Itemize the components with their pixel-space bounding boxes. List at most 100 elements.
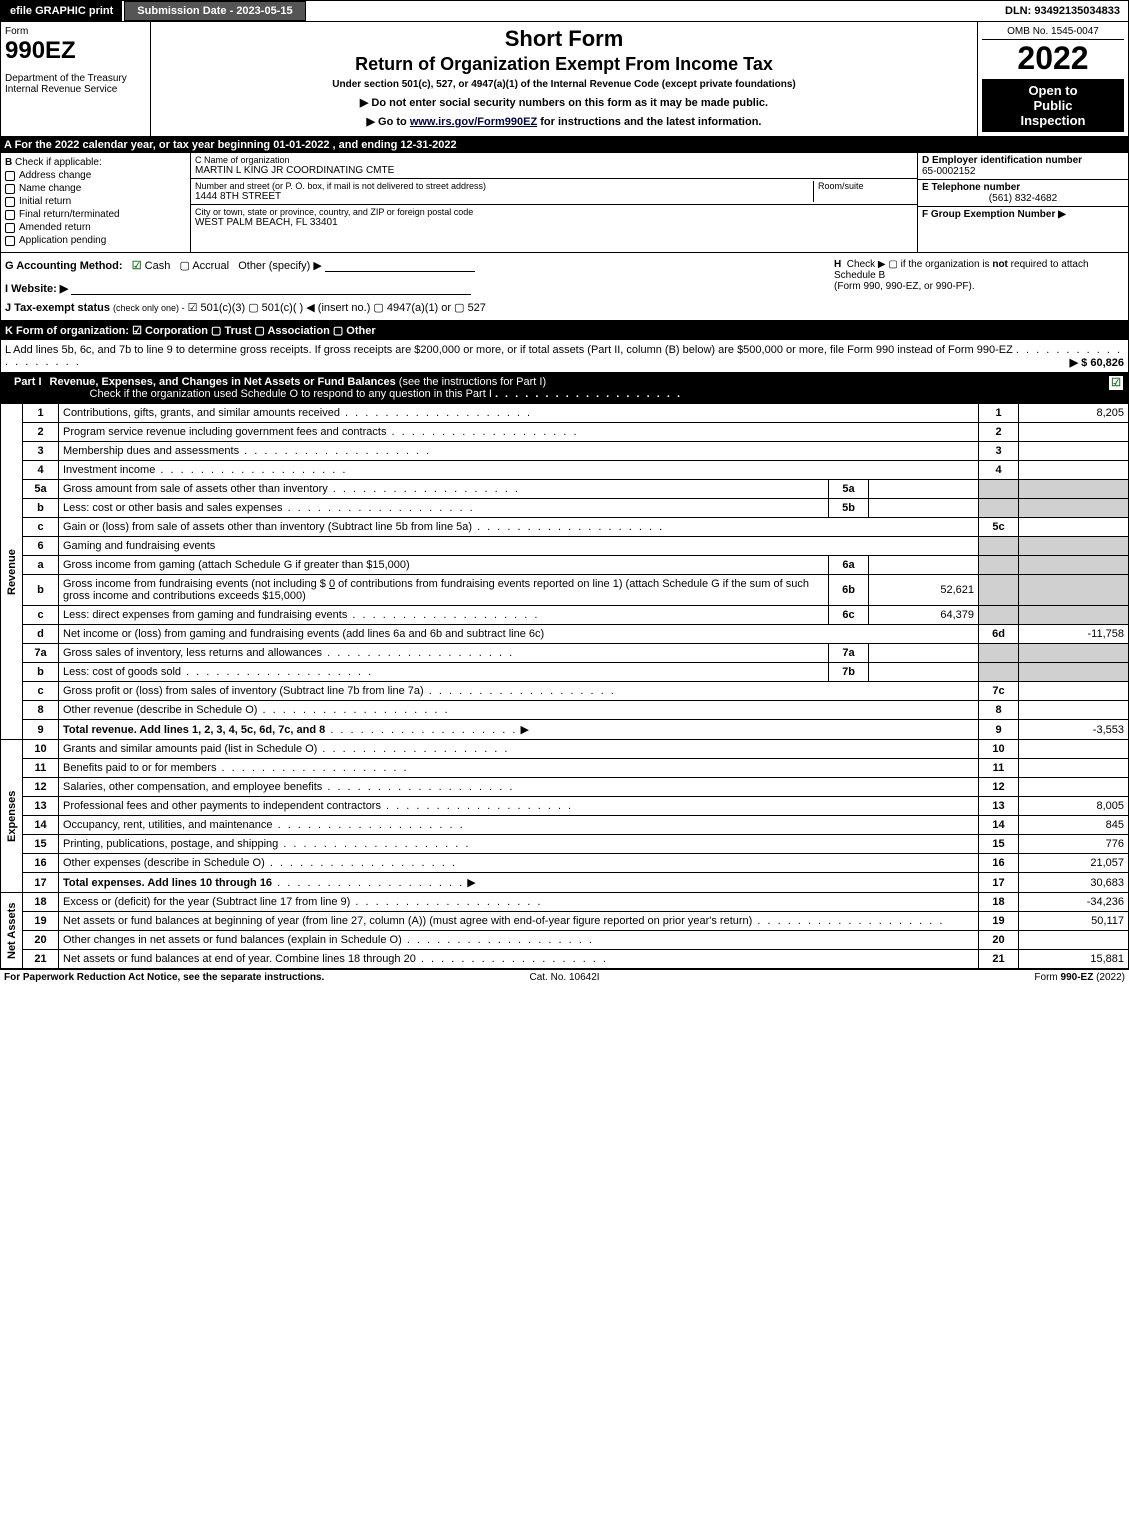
- l12-num: 12: [23, 778, 59, 797]
- dln-number: DLN: 93492135034833: [997, 2, 1128, 20]
- l4-rnum: 4: [979, 461, 1019, 480]
- l9-rnum: 9: [979, 720, 1019, 740]
- l5c-num: c: [23, 518, 59, 537]
- l6d-rnum: 6d: [979, 625, 1019, 644]
- l14-num: 14: [23, 816, 59, 835]
- j-label: J Tax-exempt status: [5, 302, 110, 314]
- l5b-subamt: [869, 499, 979, 518]
- h-label: H: [834, 259, 841, 270]
- header-right: OMB No. 1545-0047 2022 Open to Public In…: [978, 22, 1128, 136]
- j-small: (check only one) -: [113, 303, 185, 313]
- l5b-subnum: 5b: [829, 499, 869, 518]
- l3-rnum: 3: [979, 442, 1019, 461]
- l1-amt: 8,205: [1019, 404, 1129, 423]
- l11-num: 11: [23, 759, 59, 778]
- row-h: H Check ▶ ▢ if the organization is not r…: [834, 259, 1124, 314]
- lbl-address-change: Address change: [19, 170, 91, 181]
- tax-year: 2022: [982, 40, 1124, 77]
- part-i-title: Revenue, Expenses, and Changes in Net As…: [50, 376, 1109, 400]
- short-form-title: Short Form: [155, 26, 973, 52]
- row-l: L Add lines 5b, 6c, and 7b to line 9 to …: [0, 340, 1129, 373]
- l5a-text: Gross amount from sale of assets other t…: [59, 480, 829, 499]
- l3-text: Membership dues and assessments: [59, 442, 979, 461]
- part-i-title-text: Revenue, Expenses, and Changes in Net As…: [50, 376, 396, 388]
- website-line: [71, 283, 471, 295]
- chk-name-change[interactable]: [5, 184, 15, 194]
- l5a-subnum: 5a: [829, 480, 869, 499]
- l6c-subnum: 6c: [829, 606, 869, 625]
- l7c-rnum: 7c: [979, 682, 1019, 701]
- l7c-num: c: [23, 682, 59, 701]
- l15-text: Printing, publications, postage, and shi…: [59, 835, 979, 854]
- l6b-text: Gross income from fundraising events (no…: [59, 575, 829, 606]
- b-label: B: [5, 157, 12, 168]
- irs-label: Internal Revenue Service: [5, 84, 146, 95]
- l13-amt: 8,005: [1019, 797, 1129, 816]
- part-i-dots: [495, 388, 682, 400]
- l1-text: Contributions, gifts, grants, and simila…: [59, 404, 979, 423]
- page-footer: For Paperwork Reduction Act Notice, see …: [0, 969, 1129, 985]
- l6c-amt: [1019, 606, 1129, 625]
- l5c-amt: [1019, 518, 1129, 537]
- inspect-3: Inspection: [986, 113, 1120, 128]
- b-check-label: Check if applicable:: [15, 157, 102, 168]
- header-center: Short Form Return of Organization Exempt…: [151, 22, 978, 136]
- l3-num: 3: [23, 442, 59, 461]
- chk-application-pending[interactable]: [5, 236, 15, 246]
- l17-arrow-icon: ▶: [467, 877, 475, 889]
- efile-print-button[interactable]: efile GRAPHIC print: [1, 1, 122, 21]
- h-text1: Check ▶ ▢ if the organization is: [847, 259, 993, 270]
- footer-center: Cat. No. 10642I: [378, 972, 752, 983]
- l21-amt: 15,881: [1019, 950, 1129, 969]
- part-i-instr: (see the instructions for Part I): [399, 376, 546, 388]
- l7a-num: 7a: [23, 644, 59, 663]
- form-word: Form: [5, 26, 28, 37]
- l6c-rnum: [979, 606, 1019, 625]
- l17-num: 17: [23, 873, 59, 893]
- l7a-subnum: 7a: [829, 644, 869, 663]
- footer-right: Form 990-EZ (2022): [751, 972, 1125, 983]
- header-left: Form 990EZ Department of the Treasury In…: [1, 22, 151, 136]
- l20-num: 20: [23, 931, 59, 950]
- section-b: B Check if applicable: Address change Na…: [1, 153, 191, 252]
- l20-text: Other changes in net assets or fund bala…: [59, 931, 979, 950]
- g-label: G Accounting Method:: [5, 260, 123, 272]
- schedule-o-check-icon: ☑: [1109, 376, 1123, 390]
- l13-num: 13: [23, 797, 59, 816]
- irs-link[interactable]: www.irs.gov/Form990EZ: [410, 116, 537, 128]
- l6-text: Gaming and fundraising events: [59, 537, 979, 556]
- inspect-2: Public: [986, 98, 1120, 113]
- chk-amended-return[interactable]: [5, 223, 15, 233]
- row-gh: G Accounting Method: ☑ Cash ▢ Accrual Ot…: [0, 253, 1129, 321]
- l21-num: 21: [23, 950, 59, 969]
- l7b-num: b: [23, 663, 59, 682]
- footer-left: For Paperwork Reduction Act Notice, see …: [4, 972, 378, 983]
- l6b-subnum: 6b: [829, 575, 869, 606]
- netassets-vlabel: Net Assets: [1, 893, 23, 969]
- inspection-badge: Open to Public Inspection: [982, 79, 1124, 132]
- l14-rnum: 14: [979, 816, 1019, 835]
- l16-num: 16: [23, 854, 59, 873]
- chk-final-return[interactable]: [5, 210, 15, 220]
- l18-amt: -34,236: [1019, 893, 1129, 912]
- g-cash: Cash: [145, 260, 171, 272]
- l18-rnum: 18: [979, 893, 1019, 912]
- chk-address-change[interactable]: [5, 171, 15, 181]
- l18-text: Excess or (deficit) for the year (Subtra…: [59, 893, 979, 912]
- form-header: Form 990EZ Department of the Treasury In…: [0, 22, 1129, 137]
- l19-text: Net assets or fund balances at beginning…: [59, 912, 979, 931]
- g-other: Other (specify) ▶: [238, 260, 322, 272]
- l2-amt: [1019, 423, 1129, 442]
- row-g: G Accounting Method: ☑ Cash ▢ Accrual Ot…: [5, 259, 834, 314]
- l17-rnum: 17: [979, 873, 1019, 893]
- l6a-amt: [1019, 556, 1129, 575]
- l6a-text: Gross income from gaming (attach Schedul…: [59, 556, 829, 575]
- l6d-amt: -11,758: [1019, 625, 1129, 644]
- section-bcd: B Check if applicable: Address change Na…: [0, 153, 1129, 253]
- chk-initial-return[interactable]: [5, 197, 15, 207]
- lbl-initial-return: Initial return: [19, 196, 71, 207]
- l6a-subnum: 6a: [829, 556, 869, 575]
- l7b-subnum: 7b: [829, 663, 869, 682]
- l21-text: Net assets or fund balances at end of ye…: [59, 950, 979, 969]
- g-accrual: Accrual: [192, 260, 229, 272]
